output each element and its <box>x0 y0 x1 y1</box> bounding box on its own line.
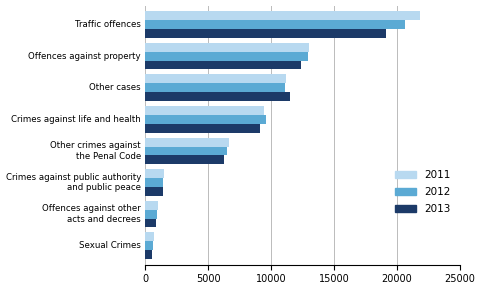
Bar <box>145 11 419 20</box>
Bar <box>145 138 229 146</box>
Bar <box>145 124 259 133</box>
Bar <box>145 155 224 164</box>
Bar <box>145 250 152 259</box>
Bar <box>145 178 162 187</box>
Bar <box>145 83 284 92</box>
Bar <box>145 115 265 124</box>
Bar <box>145 75 286 83</box>
Legend: 2011, 2012, 2013: 2011, 2012, 2013 <box>390 166 454 219</box>
Bar <box>145 233 154 241</box>
Bar <box>145 92 289 101</box>
Bar <box>145 106 263 115</box>
Bar <box>145 43 308 52</box>
Bar <box>145 210 157 219</box>
Bar <box>145 219 156 227</box>
Bar <box>145 201 158 210</box>
Bar <box>145 61 300 69</box>
Bar <box>145 169 164 178</box>
Bar <box>145 29 385 38</box>
Bar <box>145 20 404 29</box>
Bar <box>145 187 163 196</box>
Bar <box>145 146 227 155</box>
Bar <box>145 241 153 250</box>
Bar <box>145 52 307 61</box>
